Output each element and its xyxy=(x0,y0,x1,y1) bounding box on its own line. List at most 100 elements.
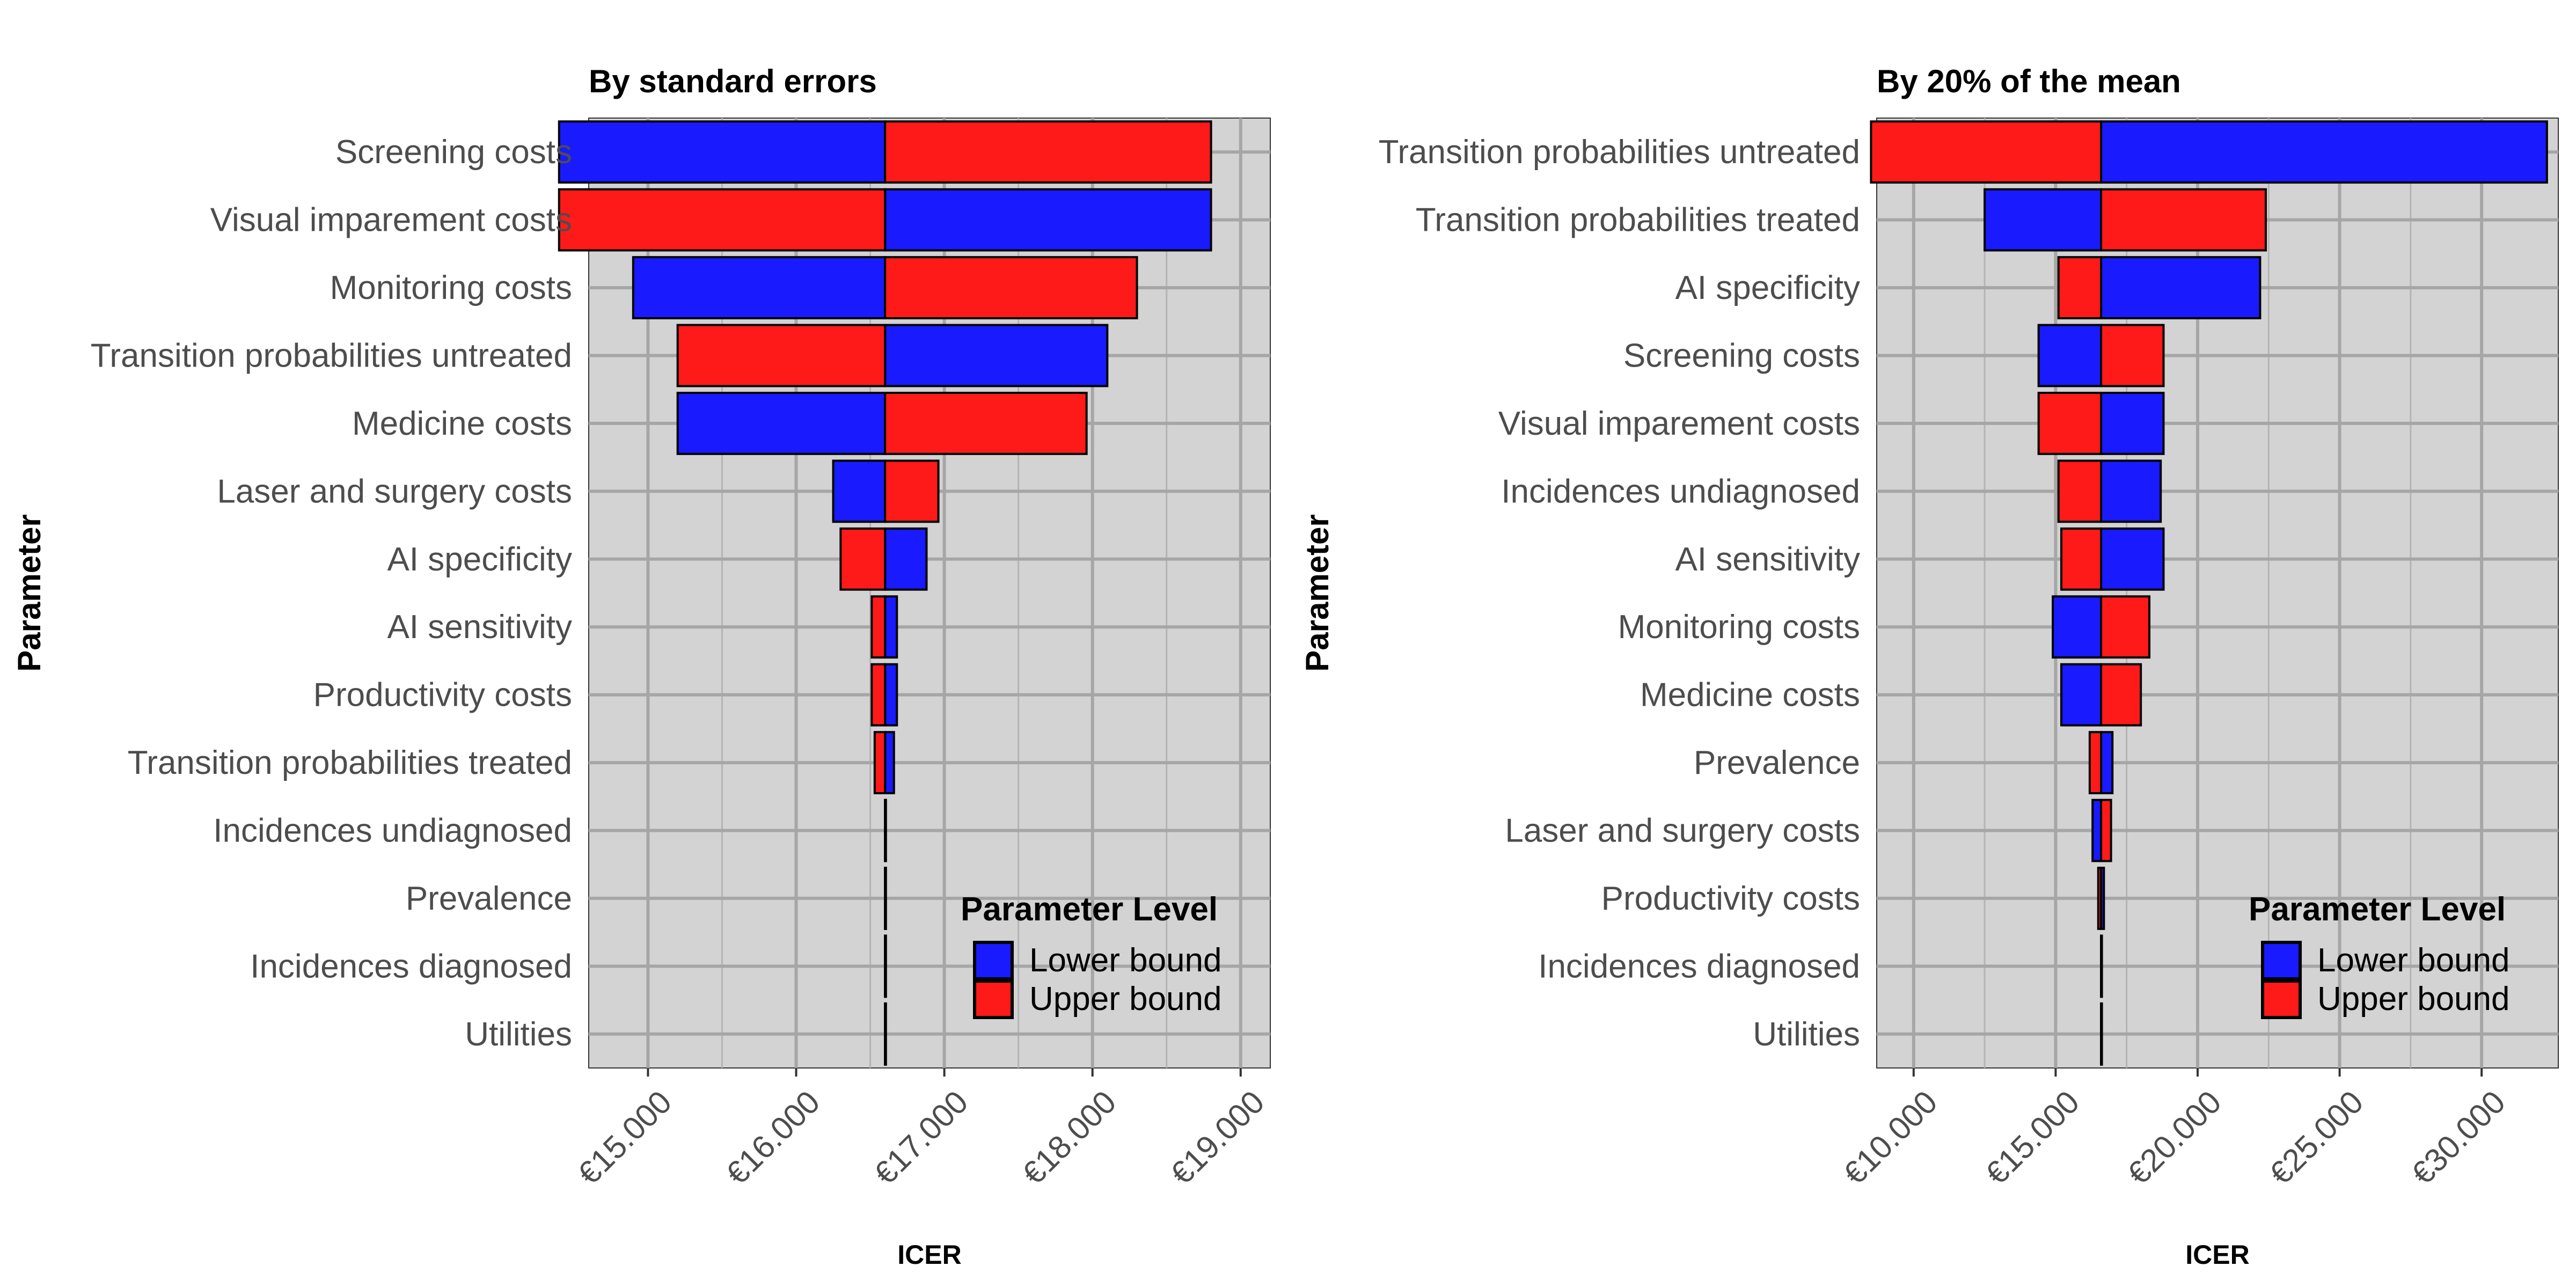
panel-title: By 20% of the mean xyxy=(1877,63,2181,99)
bar-lower-bound-transition-probabilities-untreated xyxy=(2100,120,2548,184)
legend-label-upper-bound: Upper bound xyxy=(2317,980,2510,1018)
category-label: Prevalence xyxy=(406,880,572,917)
legend-label-upper-bound: Upper bound xyxy=(1029,980,1222,1018)
bar-upper-bound-medicine-costs xyxy=(884,392,1088,455)
bar-upper-bound-productivity-costs xyxy=(870,663,887,727)
category-label: Transition probabilities treated xyxy=(128,744,572,781)
y-axis-title: Parameter xyxy=(1299,514,1335,672)
bar-upper-bound-monitoring-costs xyxy=(2100,595,2151,659)
category-label: Utilities xyxy=(1753,1016,1860,1053)
category-label: Monitoring costs xyxy=(1618,609,1860,646)
bar-lower-bound-ai-sensitivity xyxy=(2100,527,2165,591)
bar-upper-bound-transition-probabilities-untreated xyxy=(676,324,887,387)
x-tick-label: €30.000 xyxy=(2404,1084,2512,1192)
bar-lower-bound-visual-imparement-costs xyxy=(2100,392,2165,455)
bar-lower-bound-transition-probabilities-treated xyxy=(1984,188,2103,252)
bar-lower-bound-visual-imparement-costs xyxy=(884,188,1212,252)
bar-lower-bound-monitoring-costs xyxy=(2052,595,2103,659)
category-label: Utilities xyxy=(465,1016,572,1053)
x-tick-label: €10.000 xyxy=(1836,1084,1944,1192)
category-label: Incidences undiagnosed xyxy=(1501,473,1860,510)
category-label: Incidences undiagnosed xyxy=(213,813,572,850)
bar-upper-bound-incidences-diagnosed xyxy=(884,934,887,998)
bar-lower-bound-transition-probabilities-untreated xyxy=(884,324,1109,387)
legend-key-upper-bound xyxy=(973,979,1014,1019)
legend-title: Parameter Level xyxy=(961,891,1218,928)
bar-upper-bound-utilities xyxy=(884,1002,887,1066)
bar-lower-bound-productivity-costs xyxy=(884,663,898,727)
bar-upper-bound-laser-and-surgery-costs xyxy=(884,459,940,523)
bar-lower-bound-screening-costs xyxy=(558,120,887,184)
bar-lower-bound-ai-sensitivity xyxy=(884,595,898,659)
x-tick-label: €25.000 xyxy=(2263,1084,2370,1192)
bar-lower-bound-screening-costs xyxy=(2037,324,2103,387)
category-label: Medicine costs xyxy=(1640,677,1860,714)
bar-upper-bound-ai-specificity xyxy=(839,527,887,591)
bar-upper-bound-ai-sensitivity xyxy=(2060,527,2103,591)
bar-lower-bound-monitoring-costs xyxy=(632,256,887,319)
bar-upper-bound-screening-costs xyxy=(884,120,1212,184)
bar-upper-bound-ai-sensitivity xyxy=(870,595,887,659)
bar-lower-bound-ai-specificity xyxy=(884,527,928,591)
category-label: Screening costs xyxy=(335,134,572,171)
bar-upper-bound-incidences-undiagnosed xyxy=(2057,459,2103,523)
x-tick-label: €15.000 xyxy=(571,1084,679,1192)
category-label: Transition probabilities untreated xyxy=(91,338,572,375)
x-tick-label: €17.000 xyxy=(867,1084,975,1192)
category-label: Visual imparement costs xyxy=(210,202,572,239)
category-label: AI sensitivity xyxy=(387,609,572,646)
bar-upper-bound-transition-probabilities-treated xyxy=(873,731,887,794)
x-tick-label: €15.000 xyxy=(1979,1084,2087,1192)
legend-label-lower-bound: Lower bound xyxy=(1029,942,1222,979)
legend-key-lower-bound xyxy=(973,941,1014,980)
bar-lower-bound-laser-and-surgery-costs xyxy=(2091,799,2103,862)
x-axis-title: ICER xyxy=(897,1240,961,1270)
category-label: Incidences diagnosed xyxy=(250,948,572,985)
bar-upper-bound-incidences-diagnosed xyxy=(2100,934,2103,998)
x-axis-title: ICER xyxy=(2185,1240,2249,1270)
bar-upper-bound-medicine-costs xyxy=(2100,663,2142,727)
category-label: Screening costs xyxy=(1623,338,1860,375)
panel-by-standard-errors: Screening costs Visual imparement costs Mo… xyxy=(11,63,1271,1270)
bar-upper-bound-visual-imparement-costs xyxy=(558,188,887,252)
bar-lower-bound-transition-probabilities-treated xyxy=(884,731,895,794)
bar-lower-bound-ai-specificity xyxy=(2100,256,2262,319)
bar-upper-bound-incidences-undiagnosed xyxy=(884,799,887,862)
bar-upper-bound-screening-costs xyxy=(2100,324,2165,387)
category-label: Laser and surgery costs xyxy=(1505,813,1860,850)
bar-upper-bound-prevalence xyxy=(2088,731,2103,794)
category-label: AI sensitivity xyxy=(1675,541,1860,578)
x-tick-label: €18.000 xyxy=(1015,1084,1123,1192)
bar-upper-bound-transition-probabilities-untreated xyxy=(1870,120,2103,184)
bar-upper-bound-ai-specificity xyxy=(2057,256,2103,319)
bar-upper-bound-visual-imparement-costs xyxy=(2037,392,2103,455)
x-tick-label: €16.000 xyxy=(719,1084,827,1192)
bar-upper-bound-monitoring-costs xyxy=(884,256,1138,319)
bar-lower-bound-incidences-undiagnosed xyxy=(2100,459,2162,523)
category-label: Monitoring costs xyxy=(330,269,572,306)
bar-lower-bound-medicine-costs xyxy=(676,392,887,455)
panel-by-20-percent-of-mean: Transition probabilities untreated Transi… xyxy=(1299,63,2559,1270)
category-label: Transition probabilities untreated xyxy=(1379,134,1860,171)
x-tick-label: €20.000 xyxy=(2120,1084,2228,1192)
bar-upper-bound-transition-probabilities-treated xyxy=(2100,188,2267,252)
category-label: Productivity costs xyxy=(1601,880,1860,917)
category-label: Laser and surgery costs xyxy=(217,473,572,510)
bar-lower-bound-laser-and-surgery-costs xyxy=(832,459,887,523)
category-label: Visual imparement costs xyxy=(1498,405,1860,442)
bar-lower-bound-medicine-costs xyxy=(2060,663,2103,727)
y-axis-title: Parameter xyxy=(11,514,47,672)
bar-upper-bound-prevalence xyxy=(884,867,887,930)
category-label: Medicine costs xyxy=(352,405,572,442)
category-label: Prevalence xyxy=(1694,744,1860,781)
legend-key-upper-bound xyxy=(2261,979,2302,1019)
category-label: Transition probabilities treated xyxy=(1416,202,1860,239)
bar-upper-bound-productivity-costs xyxy=(2097,867,2103,930)
legend-key-lower-bound xyxy=(2261,941,2302,980)
legend-title: Parameter Level xyxy=(2249,891,2506,928)
legend-label-lower-bound: Lower bound xyxy=(2317,942,2510,979)
bar-lower-bound-prevalence xyxy=(2100,731,2114,794)
